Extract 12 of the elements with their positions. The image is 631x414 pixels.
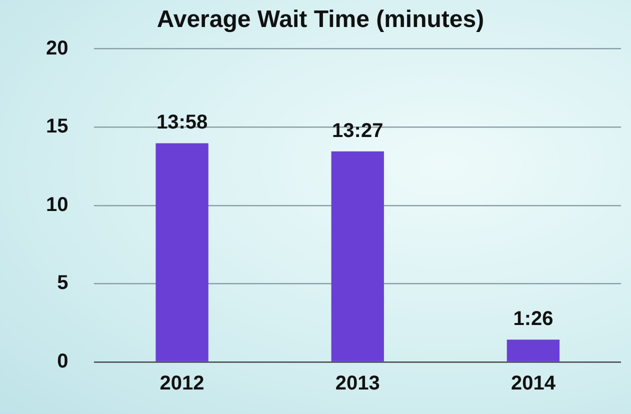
chart-title: Average Wait Time (minutes) (156, 6, 484, 34)
y-tick-label: 15 (46, 116, 68, 138)
y-tick-label: 20 (46, 37, 68, 60)
x-tick-label: 2014 (510, 372, 556, 395)
data-label: 1:26 (513, 308, 554, 330)
data-label: 13:27 (332, 120, 384, 142)
y-tick-label: 10 (46, 194, 68, 216)
y-tick-label: 0 (57, 350, 68, 373)
x-tick-label: 2012 (160, 372, 204, 395)
x-tick-label: 2013 (335, 372, 380, 395)
data-label: 13:58 (156, 112, 208, 134)
y-tick-label: 5 (57, 272, 68, 294)
